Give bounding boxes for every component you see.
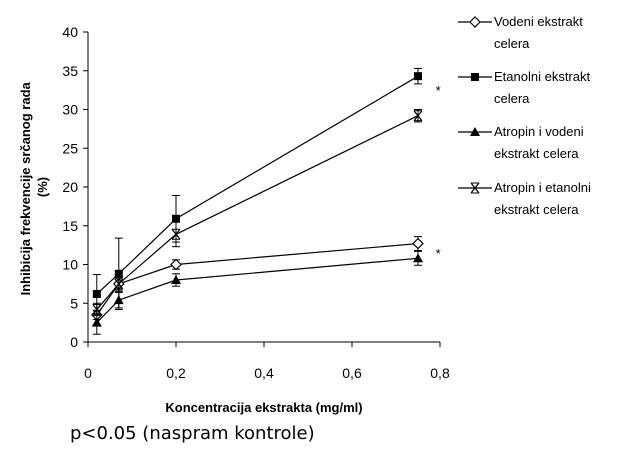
data-point [114, 269, 123, 278]
legend-label-line: ekstrakt celera [494, 202, 579, 217]
legend-label-line: celera [494, 36, 530, 51]
x-marker-stroke [171, 228, 181, 240]
x-tick-label: 0,8 [430, 365, 450, 381]
legend-label-line: celera [494, 91, 530, 106]
y-tick-label: 25 [62, 140, 78, 156]
data-point [171, 275, 181, 284]
x-tick-label: 0,4 [254, 365, 274, 381]
data-point [172, 214, 180, 223]
y-tick-label: 30 [62, 102, 78, 118]
legend: Vodeni ekstrakt celera Etanolni ekstrakt ce… [458, 14, 591, 217]
data-point [92, 289, 101, 298]
data-point [414, 72, 422, 81]
legend-item-etanolni: Etanolni ekstrakt celera [458, 69, 590, 106]
x-tick-label: 0 [84, 365, 92, 381]
data-point [413, 253, 423, 263]
x-marker-stroke [92, 304, 102, 315]
data-point [92, 303, 102, 315]
data-point [412, 237, 424, 250]
legend-marker [471, 73, 479, 81]
series-atropin-vodeni [91, 250, 423, 335]
legend-item-atropin-vodeni: Atropin i vodeni ekstrakt celera [458, 124, 584, 161]
legend-item-vodeni: Vodeni ekstrakt celera [458, 14, 583, 51]
x-marker-stroke [413, 110, 423, 122]
data-point [413, 110, 423, 122]
y-axis-title-line-1: Inhibicija frekvencije srčanog rada [18, 81, 33, 295]
data-point [114, 278, 124, 290]
x-ticks: 0 0,2 0,4 0,6 0,8 [84, 342, 450, 381]
legend-label: Vodeni ekstrakt celera [494, 14, 583, 51]
x-marker-stroke [114, 278, 124, 290]
series-line [96, 75, 419, 295]
x-tick-label: 0,2 [166, 365, 186, 381]
legend-marker [470, 182, 480, 194]
series-etanolni [92, 67, 422, 314]
y-tick-label: 0 [70, 334, 78, 350]
legend-item-atropin-etanolni: Atropin i etanolni ekstrakt celera [458, 180, 591, 217]
legend-marker [469, 16, 481, 28]
legend-label: Etanolni ekstrakt celera [494, 69, 590, 106]
y-axis-title: Inhibicija frekvencije srčanog rada (%) [18, 79, 50, 296]
series-line [96, 242, 419, 316]
significance-asterisk: * [436, 246, 441, 261]
y-ticks: 0 5 10 15 20 25 30 35 40 [62, 24, 88, 350]
legend-label-line: Atropin i etanolni [494, 180, 591, 195]
series-line [96, 257, 419, 324]
y-axis-title-line-2: (%) [35, 177, 50, 197]
data-point [170, 258, 182, 271]
data-point [171, 228, 181, 240]
annotation-layer: ** [436, 83, 441, 261]
legend-label: Atropin i etanolni ekstrakt celera [494, 180, 591, 217]
legend-label-line: Atropin i vodeni [494, 124, 584, 139]
x-tick-label: 0,6 [342, 365, 362, 381]
series-atropin-etanolni [92, 109, 423, 317]
y-tick-label: 15 [62, 218, 78, 234]
legend-label-line: Vodeni ekstrakt [494, 14, 583, 29]
y-tick-label: 10 [62, 257, 78, 273]
y-tick-label: 35 [62, 63, 78, 79]
legend-marker [470, 127, 480, 136]
y-tick-label: 5 [70, 295, 78, 311]
significance-asterisk: * [436, 83, 441, 98]
legend-label: Atropin i vodeni ekstrakt celera [494, 124, 584, 161]
data-point [91, 317, 102, 327]
y-tick-label: 40 [62, 24, 78, 40]
legend-label-line: ekstrakt celera [494, 146, 579, 161]
legend-label-line: Etanolni ekstrakt [494, 69, 590, 84]
series-line [96, 115, 419, 310]
footnote: p<0.05 (naspram kontrole) [70, 423, 315, 444]
y-tick-label: 20 [62, 179, 78, 195]
series-layer [90, 67, 424, 335]
data-point [113, 295, 124, 305]
series-vodeni [90, 236, 424, 321]
x-axis-title: Koncentracija ekstrakta (mg/ml) [165, 400, 362, 415]
x-marker-stroke [470, 182, 480, 194]
